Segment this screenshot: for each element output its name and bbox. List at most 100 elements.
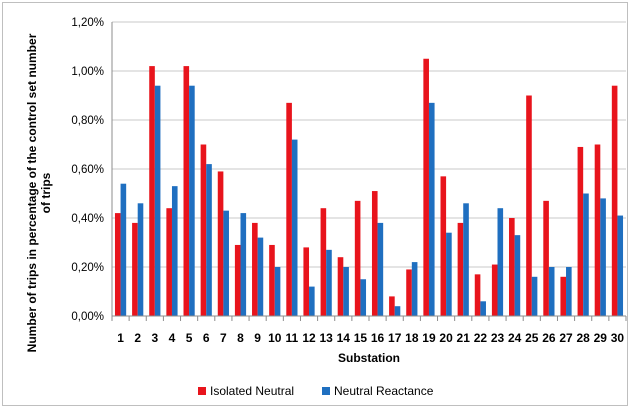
bar-neutral-reactance — [566, 267, 572, 316]
x-tick-label: 30 — [611, 331, 625, 345]
bar-neutral-reactance — [309, 286, 315, 316]
x-tick-label: 4 — [169, 331, 176, 345]
bar-neutral-reactance — [360, 279, 367, 316]
x-tick-label: 29 — [594, 331, 608, 345]
x-tick-label: 23 — [491, 331, 505, 345]
x-tick-label: 26 — [542, 331, 556, 345]
bar-isolated-neutral — [457, 222, 464, 316]
bar-isolated-neutral — [200, 144, 207, 316]
y-tick-label: 0,60% — [71, 164, 104, 176]
bar-isolated-neutral — [149, 66, 155, 316]
x-tick-label: 21 — [457, 331, 471, 345]
bar-neutral-reactance — [446, 232, 452, 316]
bar-neutral-reactance — [240, 213, 247, 316]
bar-isolated-neutral — [594, 144, 601, 316]
bar-neutral-reactance — [394, 306, 401, 316]
bar-neutral-reactance — [291, 139, 298, 316]
bar-isolated-neutral — [440, 176, 447, 316]
bar-isolated-neutral — [132, 222, 138, 316]
x-tick-label: 6 — [203, 331, 210, 345]
x-tick-label: 25 — [525, 331, 539, 345]
bar-neutral-reactance — [531, 276, 538, 316]
bar-neutral-reactance — [497, 208, 504, 316]
x-tick-label: 14 — [337, 331, 351, 345]
bar-neutral-reactance — [343, 267, 349, 316]
bar-isolated-neutral — [320, 208, 327, 316]
x-tick-label: 3 — [151, 331, 158, 345]
bar-neutral-reactance — [120, 183, 127, 316]
bar-neutral-reactance — [600, 198, 606, 316]
chart-frame — [2, 2, 628, 406]
bar-neutral-reactance — [583, 193, 589, 316]
x-tick-label: 8 — [237, 331, 244, 345]
bar-neutral-reactance — [514, 235, 521, 316]
bar-neutral-reactance — [326, 249, 332, 316]
x-tick-label: 16 — [371, 331, 385, 345]
x-tick-label: 17 — [388, 331, 402, 345]
axes — [111, 22, 627, 321]
y-axis-title-line-1: Number of trips in percentage of the con… — [25, 33, 39, 352]
bar-isolated-neutral — [337, 257, 344, 316]
x-tick-label: 2 — [134, 331, 141, 345]
y-tick-label: 1,00% — [71, 66, 104, 78]
x-tick-label: 11 — [286, 331, 299, 345]
bar-isolated-neutral — [166, 208, 172, 316]
x-tick-label: 22 — [474, 331, 488, 345]
bar-neutral-reactance — [480, 301, 486, 316]
y-tick-label: 0,80% — [71, 115, 104, 127]
x-tick-label: 1 — [117, 331, 124, 345]
x-tick-label: 27 — [559, 331, 573, 345]
y-axis-title: Number of trips in percentage of the con… — [25, 33, 53, 352]
y-tick-label: 1,20% — [71, 17, 104, 29]
x-tick-label: 19 — [422, 331, 436, 345]
bar-isolated-neutral — [286, 102, 292, 316]
bar-isolated-neutral — [354, 200, 361, 316]
bar-isolated-neutral — [577, 146, 584, 316]
bar-neutral-reactance — [411, 262, 418, 316]
bar-isolated-neutral — [252, 222, 258, 316]
x-tick-label: 28 — [576, 331, 590, 345]
bar-neutral-reactance — [206, 164, 212, 316]
bar-isolated-neutral — [114, 213, 121, 316]
x-tick-label: 5 — [186, 331, 193, 345]
x-tick-label: 20 — [439, 331, 453, 345]
x-tick-label: 10 — [268, 331, 282, 345]
bar-isolated-neutral — [543, 200, 549, 316]
x-tick-label: 9 — [254, 331, 261, 345]
bar-isolated-neutral — [183, 66, 190, 316]
x-tick-label: 13 — [319, 331, 333, 345]
x-tick-label: 12 — [302, 331, 316, 345]
x-axis-title: Substation — [338, 351, 400, 365]
x-tick-label: 18 — [405, 331, 419, 345]
y-tick-label: 0,20% — [71, 262, 104, 274]
bar-neutral-reactance — [377, 222, 384, 316]
bar-neutral-reactance — [548, 267, 555, 316]
legend-label-isolated-neutral: Isolated Neutral — [210, 384, 294, 398]
bar-isolated-neutral — [526, 95, 532, 316]
bar-neutral-reactance — [428, 102, 435, 316]
bar-neutral-reactance — [137, 203, 144, 316]
bar-isolated-neutral — [303, 247, 310, 316]
bar-neutral-reactance — [463, 203, 469, 316]
bar-neutral-reactance — [617, 215, 624, 316]
y-tick-labels: 0,00% 0,20% 0,40% 0,60% 0,80% 1,00% 1,20% — [71, 17, 104, 323]
bar-isolated-neutral — [389, 296, 395, 316]
bar-isolated-neutral — [269, 244, 275, 316]
bar-isolated-neutral — [217, 171, 224, 316]
gridlines — [112, 21, 626, 268]
bar-neutral-reactance — [171, 186, 178, 316]
x-tick-label: 24 — [508, 331, 522, 345]
legend-label-neutral-reactance: Neutral Reactance — [334, 384, 434, 398]
bar-isolated-neutral — [406, 269, 412, 316]
x-tick-label: 7 — [220, 331, 227, 345]
bar-isolated-neutral — [234, 244, 241, 316]
bar-isolated-neutral — [474, 274, 481, 316]
y-tick-label: 0,40% — [71, 213, 104, 225]
legend-swatch-isolated-neutral — [198, 387, 206, 395]
y-axis-title-line-2: of trips — [39, 172, 53, 213]
x-tick-labels: 1 2 3 4 5 6 7 8 9 10 11 12 13 14 15 16 17 18 19 20 21 22 23 24 2… — [117, 331, 624, 345]
bar-neutral-reactance — [154, 85, 161, 316]
bar-neutral-reactance — [274, 267, 281, 316]
x-tick-label: 15 — [354, 331, 368, 345]
